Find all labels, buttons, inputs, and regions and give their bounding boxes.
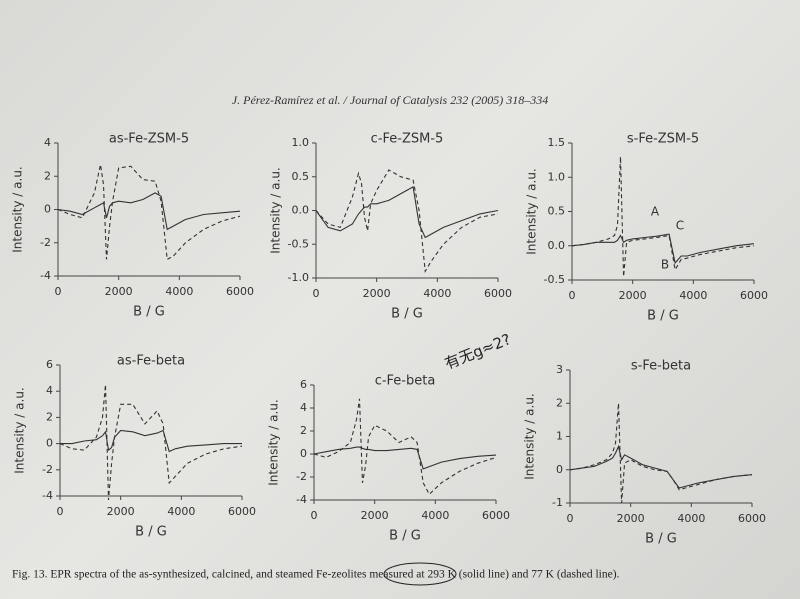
x-tick-label: 4000 [167, 505, 195, 518]
y-tick-label: 3 [556, 363, 563, 376]
x-axis-label: B / G [647, 309, 679, 324]
x-tick-label: 0 [57, 505, 64, 518]
peak-annotation: A [651, 205, 660, 219]
y-tick-label: 0 [46, 437, 53, 450]
peak-annotation: C [676, 219, 684, 233]
handwritten-note: 有无g≈2? [442, 330, 513, 373]
y-tick-label: 0 [44, 203, 51, 216]
y-tick-label: 0.0 [292, 204, 310, 217]
y-tick-label: 2 [300, 424, 307, 437]
x-tick-label: 2000 [363, 287, 391, 300]
spectrum-line [315, 169, 499, 274]
spectrum-line [313, 446, 497, 470]
y-tick-label: -0.5 [288, 237, 309, 250]
spectrum-line [569, 444, 753, 489]
y-axis-label: Intensity / a.u. [11, 166, 25, 253]
y-axis-label: Intensity / a.u. [523, 393, 537, 480]
y-tick-label: -2 [42, 463, 53, 476]
y-tick-label: 1 [556, 430, 563, 443]
spectrum-line [57, 164, 241, 261]
y-tick-label: 0.5 [292, 170, 310, 183]
x-tick-label: 4000 [679, 289, 707, 302]
running-header: J. Pérez-Ramírez et al. / Journal of Cat… [232, 93, 548, 107]
x-tick-label: 0 [313, 287, 320, 300]
y-tick-label: 6 [46, 358, 53, 371]
y-tick-label: -0.5 [544, 273, 565, 286]
spectrum-line [569, 403, 753, 504]
y-axis-label: Intensity / a.u. [525, 168, 539, 255]
y-tick-label: 0.5 [548, 205, 566, 218]
y-tick-label: 4 [300, 401, 307, 414]
x-axis-label: B / G [391, 307, 423, 322]
spectrum-line [571, 233, 755, 265]
y-tick-label: 2 [44, 169, 51, 182]
y-tick-label: -1.0 [288, 271, 309, 284]
x-axis-label: B / G [135, 525, 167, 540]
spectrum-line [313, 398, 497, 496]
y-tick-label: -4 [296, 493, 307, 506]
y-tick-label: -2 [40, 236, 51, 249]
x-tick-label: 0 [567, 512, 574, 525]
y-tick-label: -2 [296, 470, 307, 483]
figure-caption: Fig. 13. EPR spectra of the as-synthesiz… [12, 569, 620, 581]
y-tick-label: 4 [46, 384, 53, 397]
x-tick-label: 6000 [484, 287, 512, 300]
spectrum-line [315, 186, 499, 239]
x-axis-label: B / G [133, 305, 165, 320]
y-tick-label: 1.0 [548, 170, 566, 183]
x-tick-label: 4000 [423, 287, 451, 300]
y-tick-label: 0 [556, 463, 563, 476]
y-tick-label: 2 [556, 396, 563, 409]
y-tick-label: 2 [46, 410, 53, 423]
x-tick-label: 6000 [228, 505, 256, 518]
spectrum-line [60, 429, 242, 453]
x-tick-label: 4000 [421, 509, 449, 522]
chart-title: as-Fe-beta [117, 354, 185, 369]
y-tick-label: 1.0 [292, 136, 310, 149]
pen-circle [383, 562, 457, 586]
spectrum-line [57, 192, 241, 231]
x-tick-label: 6000 [738, 512, 766, 525]
chart-title: c-Fe-beta [375, 374, 436, 389]
x-axis-label: B / G [389, 529, 421, 544]
y-axis-label: Intensity / a.u. [13, 387, 27, 474]
x-tick-label: 0 [569, 289, 576, 302]
chart-title: s-Fe-ZSM-5 [627, 132, 699, 147]
x-tick-label: 2000 [619, 289, 647, 302]
x-tick-label: 0 [311, 509, 318, 522]
x-tick-label: 2000 [361, 509, 389, 522]
y-tick-label: 0.0 [548, 239, 566, 252]
x-tick-label: 2000 [617, 512, 645, 525]
x-tick-label: 4000 [165, 285, 193, 298]
x-tick-label: 2000 [107, 505, 135, 518]
y-axis-label: Intensity / a.u. [269, 167, 283, 254]
spectrum-line [59, 384, 243, 500]
x-tick-label: 6000 [740, 289, 768, 302]
y-tick-label: 0 [300, 447, 307, 460]
y-tick-label: 6 [300, 378, 307, 391]
y-tick-label: 4 [44, 136, 51, 149]
y-tick-label: -1 [552, 496, 563, 509]
x-tick-label: 0 [55, 285, 62, 298]
chart-title: as-Fe-ZSM-5 [109, 132, 189, 147]
y-tick-label: -4 [42, 489, 53, 502]
y-tick-label: -4 [40, 269, 51, 282]
x-tick-label: 6000 [482, 509, 510, 522]
y-axis-label: Intensity / a.u. [267, 399, 281, 486]
peak-annotation: B [661, 258, 669, 272]
x-tick-label: 6000 [226, 285, 254, 298]
x-axis-label: B / G [645, 532, 677, 547]
x-tick-label: 4000 [677, 512, 705, 525]
y-tick-label: 1.5 [548, 136, 566, 149]
chart-title: s-Fe-beta [631, 359, 691, 374]
x-tick-label: 2000 [105, 285, 133, 298]
spectrum-line [571, 156, 755, 277]
chart-title: c-Fe-ZSM-5 [371, 132, 444, 147]
